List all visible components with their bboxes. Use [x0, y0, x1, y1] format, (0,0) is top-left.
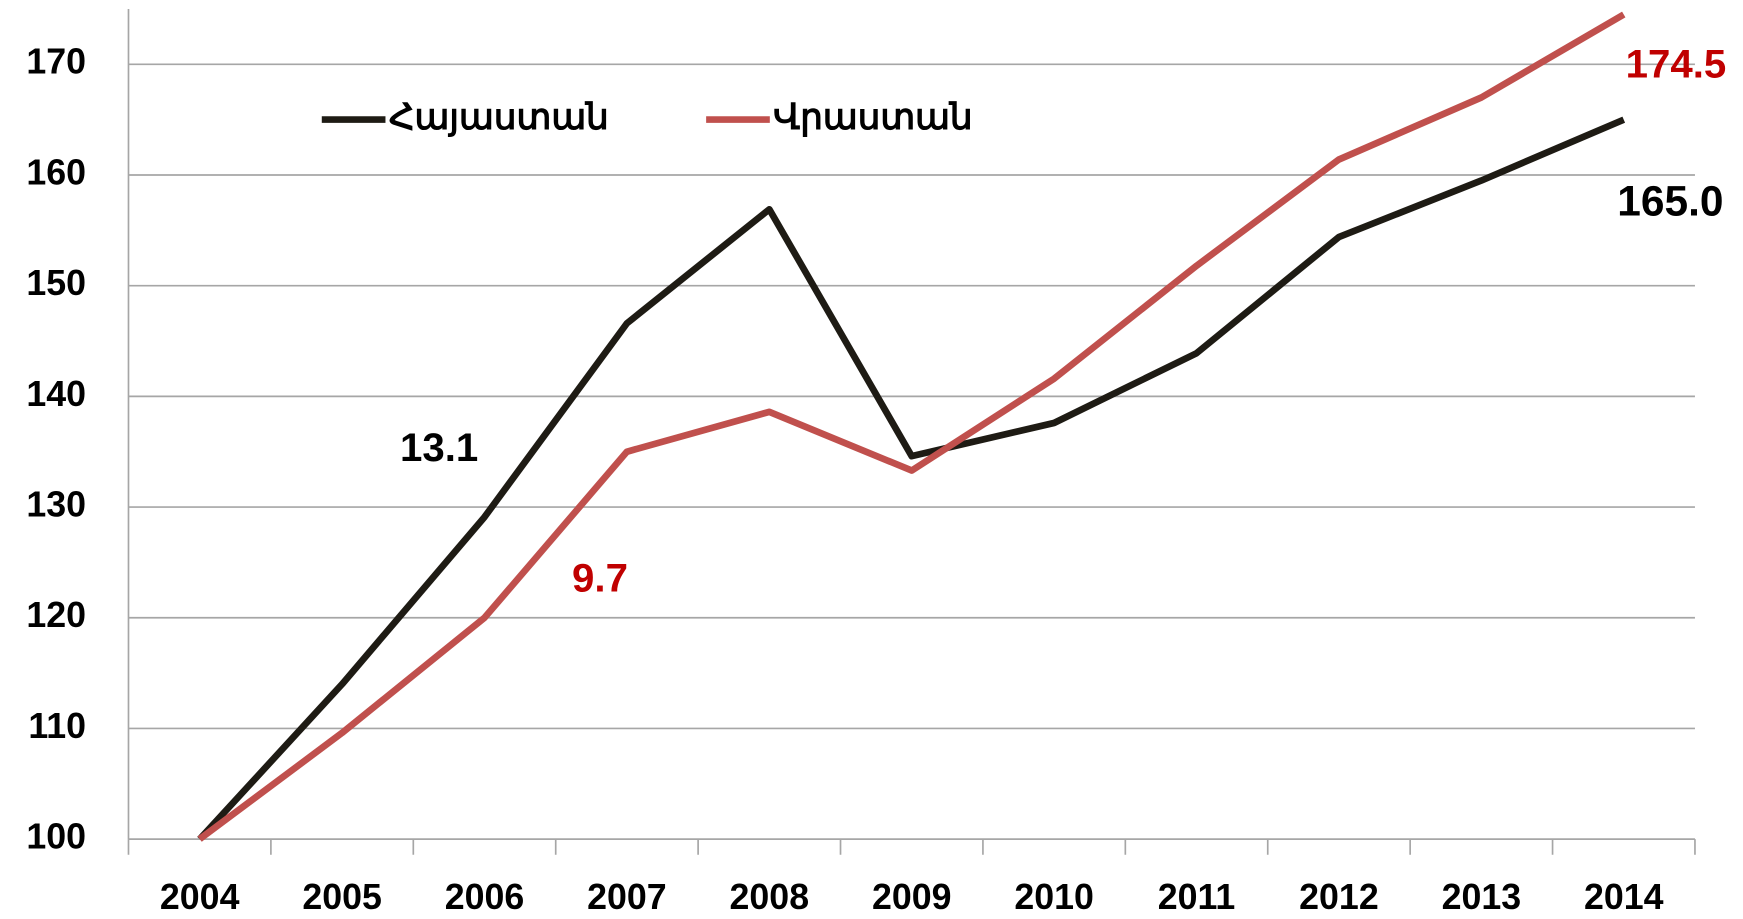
- x-tick-label: 2011: [1158, 877, 1236, 914]
- x-tick-label: 2008: [730, 877, 810, 914]
- annotation: 174.5: [1626, 42, 1727, 87]
- x-tick-label: 2006: [445, 877, 525, 914]
- legend-label: Վրաստան: [773, 97, 972, 138]
- x-tick-label: 2014: [1584, 877, 1664, 914]
- y-tick-label: 120: [26, 595, 86, 635]
- line: [197, 116, 1626, 842]
- x-tick-label: 2013: [1442, 877, 1522, 914]
- y-tick-label: 140: [26, 374, 86, 414]
- y-tick-label: 170: [26, 42, 86, 82]
- x-tick-label: 2012: [1299, 877, 1379, 914]
- y-tick-label: 160: [26, 152, 86, 192]
- line: [197, 11, 1626, 842]
- y-tick-label: 110: [28, 706, 86, 746]
- x-tick-label: 2009: [872, 877, 952, 914]
- x-tick-label: 2004: [160, 877, 240, 914]
- x-tick-label: 2010: [1014, 877, 1094, 914]
- y-tick-label: 100: [26, 817, 86, 857]
- annotation: 13.1: [400, 425, 478, 470]
- x-tick-label: 2007: [587, 877, 667, 914]
- y-tick-label: 150: [26, 263, 86, 303]
- y-tick-label: 130: [26, 484, 86, 524]
- annotation: 165.0: [1617, 178, 1723, 225]
- legend-label: Հայաստան: [389, 97, 609, 138]
- x-tick-label: 2005: [302, 877, 382, 914]
- annotation: 9.7: [572, 556, 628, 601]
